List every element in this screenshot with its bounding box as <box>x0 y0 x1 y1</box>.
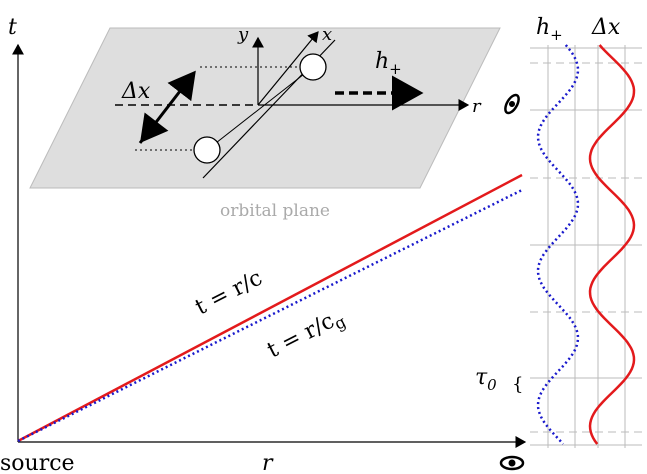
panel-h: h+ <box>536 15 563 44</box>
h-wave <box>536 44 580 445</box>
plane-caption: orbital plane <box>220 201 330 221</box>
mass <box>193 136 221 164</box>
delta-label: Δx <box>121 79 151 104</box>
gw-line <box>17 188 523 443</box>
light-label: t = r/c <box>191 266 266 321</box>
gw-label: t = r/cg <box>263 304 349 366</box>
r-label: r <box>262 451 274 474</box>
period-brace: { <box>512 374 523 395</box>
inset-x-axis <box>257 31 319 106</box>
inset-y: y <box>237 24 249 45</box>
wave-label: h+ <box>375 49 402 78</box>
panel <box>530 44 642 448</box>
mass <box>299 53 327 81</box>
light-line <box>17 173 523 443</box>
inset-r: r <box>472 96 482 117</box>
eye-icon <box>499 455 525 471</box>
delta-arrow <box>138 70 196 144</box>
panel-dx: Δx <box>591 15 621 40</box>
t-label: t <box>8 15 17 40</box>
orbital-plane <box>29 27 501 189</box>
binary-link <box>206 66 314 151</box>
period-label: τ0 <box>475 365 497 394</box>
dx-wave <box>588 44 636 445</box>
inset-x: x <box>322 24 332 45</box>
source-label: source <box>0 451 75 474</box>
eye-icon <box>504 93 520 115</box>
